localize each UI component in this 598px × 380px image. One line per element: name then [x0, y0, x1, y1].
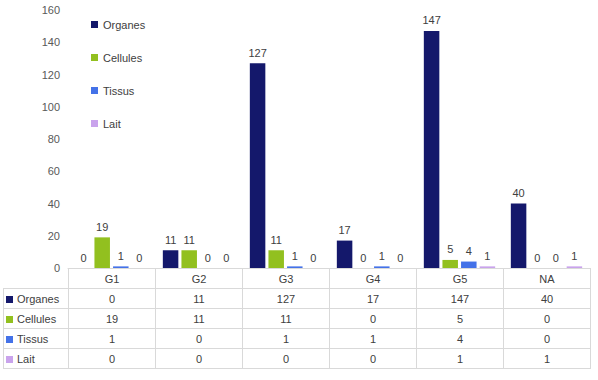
- html-text:127: 127: [276, 292, 296, 305]
- html-text:11: 11: [193, 292, 205, 305]
- html-text:0: 0: [195, 352, 203, 365]
- html-text:Organes: Organes: [17, 292, 60, 305]
- svg-text:Organes: Organes: [103, 19, 146, 31]
- html-text:0: 0: [282, 352, 290, 365]
- html-text:5: 5: [456, 312, 464, 325]
- svg-text:160: 160: [42, 4, 60, 16]
- html-text:0: 0: [543, 332, 551, 345]
- html-text:1: 1: [456, 352, 464, 365]
- html-text:19: 19: [105, 312, 119, 325]
- svg-text:0: 0: [397, 252, 403, 264]
- html-text:0: 0: [108, 292, 116, 305]
- html-text:11: 11: [280, 312, 292, 325]
- svg-text:40: 40: [48, 198, 60, 210]
- svg-text:0: 0: [553, 252, 559, 264]
- html-text:0: 0: [369, 312, 377, 325]
- html-text:NA: NA: [539, 272, 555, 285]
- svg-text:0: 0: [136, 252, 142, 264]
- svg-text:11: 11: [183, 234, 194, 246]
- html-text:Lait: Lait: [17, 352, 35, 365]
- html-text:11: 11: [193, 312, 205, 325]
- svg-text:Cellules: Cellules: [103, 52, 143, 64]
- html-text:1: 1: [282, 332, 290, 345]
- svg-text:147: 147: [422, 14, 440, 26]
- svg-text:11: 11: [165, 234, 176, 246]
- html-text:4: 4: [456, 332, 464, 345]
- html-text:G1: G1: [104, 272, 120, 285]
- svg-text:1: 1: [379, 250, 385, 262]
- svg-text:20: 20: [48, 230, 60, 242]
- svg-text:19: 19: [96, 221, 108, 233]
- svg-text:0: 0: [534, 252, 540, 264]
- html-text:G2: G2: [191, 272, 207, 285]
- svg-text:0: 0: [81, 252, 87, 264]
- html-text:Cellules: Cellules: [17, 312, 57, 325]
- svg-text:4: 4: [466, 245, 472, 257]
- html-text:0: 0: [543, 312, 551, 325]
- html-text:0: 0: [108, 352, 116, 365]
- svg-text:Tissus: Tissus: [103, 85, 135, 97]
- svg-text:40: 40: [512, 187, 524, 199]
- svg-text:Lait: Lait: [103, 118, 121, 130]
- svg-text:0: 0: [53, 262, 60, 274]
- html-text:0: 0: [195, 332, 203, 345]
- svg-text:1: 1: [292, 250, 298, 262]
- svg-text:1: 1: [571, 250, 577, 262]
- svg-text:0: 0: [223, 252, 229, 264]
- svg-text:11: 11: [270, 234, 281, 246]
- svg-text:80: 80: [48, 133, 60, 145]
- svg-text:60: 60: [48, 165, 60, 177]
- html-text:G5: G5: [452, 272, 468, 285]
- html-text:17: 17: [366, 292, 380, 305]
- svg-text:100: 100: [42, 101, 60, 113]
- html-text:1: 1: [108, 332, 116, 345]
- html-text:40: 40: [540, 292, 554, 305]
- svg-text:1: 1: [118, 250, 124, 262]
- svg-text:120: 120: [42, 69, 60, 81]
- html-text:Tissus: Tissus: [17, 332, 49, 345]
- html-text:0: 0: [369, 352, 377, 365]
- svg-text:0: 0: [310, 252, 316, 264]
- svg-text:0: 0: [205, 252, 211, 264]
- svg-text:17: 17: [338, 224, 350, 236]
- svg-text:0: 0: [360, 252, 366, 264]
- html-text:1: 1: [369, 332, 377, 345]
- html-text:1: 1: [543, 352, 551, 365]
- svg-text:140: 140: [42, 36, 60, 48]
- html-text:G4: G4: [365, 272, 381, 285]
- svg-text:5: 5: [447, 243, 453, 255]
- svg-text:127: 127: [248, 47, 266, 59]
- html-text:147: 147: [450, 292, 470, 305]
- svg-text:1: 1: [484, 250, 490, 262]
- html-text:G3: G3: [278, 272, 294, 285]
